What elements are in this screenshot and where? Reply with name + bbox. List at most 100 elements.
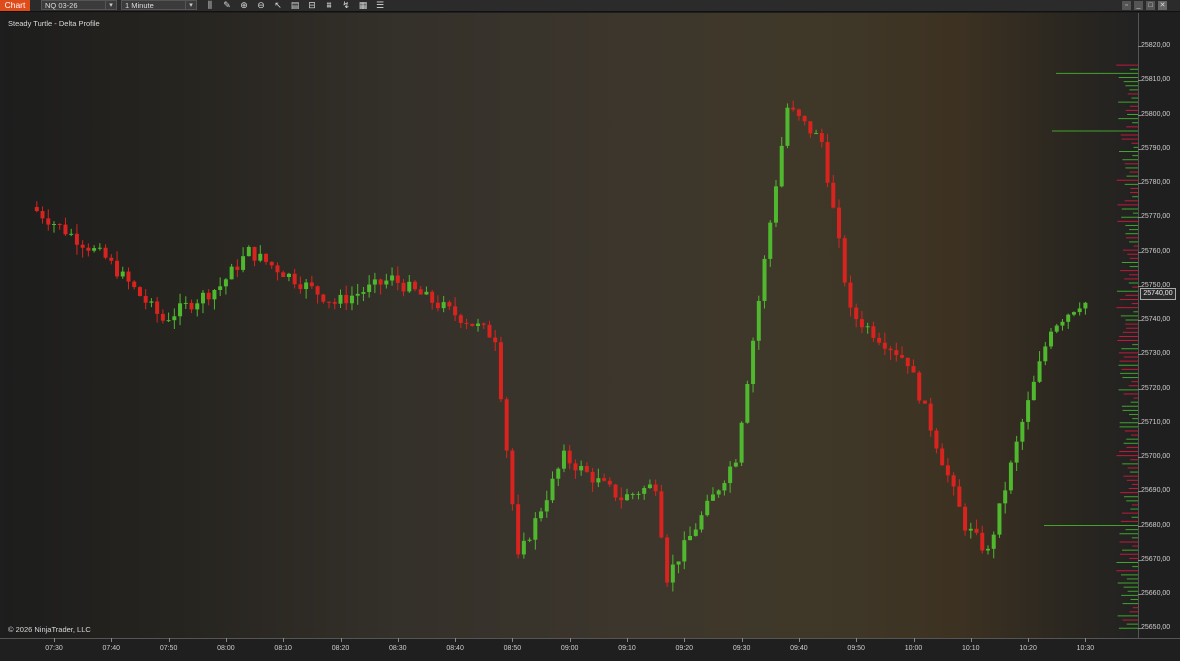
candle-body <box>556 468 561 479</box>
price-tick-mark <box>1138 457 1141 458</box>
chart-title: Steady Turtle - Delta Profile <box>8 19 100 28</box>
price-tick-label: 25790,00 <box>1141 144 1171 152</box>
candle-body <box>533 518 538 540</box>
candle-body <box>859 319 864 328</box>
candle-body <box>218 286 223 290</box>
interval-selector[interactable]: 1 Minute ▾ <box>121 0 197 10</box>
candle-body <box>212 289 217 300</box>
candle-body <box>596 478 601 483</box>
candle-body <box>80 244 85 248</box>
candle-body <box>200 292 205 304</box>
strategies-icon[interactable]: ⩩ <box>326 0 332 10</box>
candle-body <box>550 478 555 501</box>
candle-body <box>733 462 738 467</box>
candle-body <box>573 463 578 471</box>
candle-body <box>286 273 291 278</box>
time-tick-label: 08:00 <box>217 645 235 652</box>
cursor-icon[interactable]: ↖ <box>274 0 282 10</box>
candle-body <box>613 484 618 498</box>
chart-tab[interactable]: Chart <box>0 0 30 11</box>
price-tick-mark <box>1138 594 1141 595</box>
candle-body <box>659 491 664 538</box>
chart-panel[interactable] <box>4 13 1138 638</box>
candle-body <box>739 422 744 463</box>
candle-body <box>395 275 400 283</box>
time-tick-mark <box>741 638 743 642</box>
bars-icon[interactable]: ⫼ <box>207 0 213 10</box>
candle-body <box>670 564 675 583</box>
time-tick-mark <box>1085 638 1087 642</box>
candle-body <box>802 115 807 122</box>
time-tick-mark <box>111 638 113 642</box>
candle-body <box>1043 346 1048 362</box>
price-axis[interactable] <box>1138 13 1180 638</box>
pin-icon[interactable]: ▫ <box>1122 1 1131 10</box>
chevron-down-icon[interactable]: ▾ <box>185 1 196 10</box>
draw-pencil-icon[interactable]: ✎ <box>223 0 231 10</box>
indicators-icon[interactable]: ↯ <box>342 0 350 10</box>
time-tick-mark <box>168 638 170 642</box>
candle-body <box>544 500 549 512</box>
close-icon[interactable]: ✕ <box>1158 1 1167 10</box>
candle-body <box>464 322 469 324</box>
price-tick-mark <box>1138 525 1141 527</box>
instrument-selector[interactable]: NQ 03-26 ▾ <box>41 0 117 10</box>
candle-body <box>109 257 114 261</box>
time-axis[interactable] <box>0 638 1180 661</box>
zoom-in-icon[interactable]: ⊕ <box>240 0 248 10</box>
candle-body <box>120 271 125 277</box>
candle-body <box>728 466 733 484</box>
time-tick-label: 09:40 <box>790 645 808 652</box>
zoom-out-icon[interactable]: ⊖ <box>257 0 265 10</box>
maximize-icon[interactable]: □ <box>1146 1 1155 10</box>
minimize-icon[interactable]: _ <box>1134 1 1143 10</box>
candle-body <box>510 450 515 505</box>
time-tick-label: 10:30 <box>1076 645 1095 652</box>
time-tick-mark <box>225 638 227 642</box>
time-tick-label: 09:10 <box>618 645 636 652</box>
properties-icon[interactable]: ▤ <box>290 0 300 10</box>
chevron-down-icon[interactable]: ▾ <box>105 1 116 10</box>
candle-body <box>630 494 635 496</box>
price-tick-label: 25680,00 <box>1141 521 1171 529</box>
candle-body <box>796 109 801 116</box>
candle-body <box>458 315 463 323</box>
candle-body <box>246 246 251 257</box>
price-tick-mark <box>1138 491 1141 493</box>
candle-body <box>773 186 778 223</box>
candle-body <box>470 323 475 326</box>
time-tick-label: 08:50 <box>503 645 522 652</box>
price-tick-label: 25700,00 <box>1141 453 1171 460</box>
candle-body <box>642 488 647 494</box>
price-tick-mark <box>1138 320 1141 321</box>
candle-body <box>378 279 383 285</box>
candle-body <box>928 403 933 431</box>
candle-body <box>504 399 509 451</box>
candle-body <box>785 107 790 146</box>
candle-body <box>309 282 314 287</box>
candle-body <box>619 497 624 501</box>
candle-body <box>367 284 372 293</box>
time-tick-label: 08:10 <box>274 645 292 652</box>
price-tick-label: 25740,00 <box>1141 316 1171 323</box>
candle-body <box>653 484 658 492</box>
candle-body <box>561 450 566 469</box>
time-tick-mark <box>684 638 686 642</box>
candle-body <box>92 248 97 251</box>
data-box-icon[interactable]: ⊟ <box>308 0 316 10</box>
candle-body <box>710 494 715 501</box>
candle-body <box>430 291 435 303</box>
candle-body <box>900 355 905 358</box>
candle-body <box>647 484 652 489</box>
time-tick-label: 09:30 <box>732 645 751 652</box>
list-icon[interactable]: ☰ <box>375 0 385 10</box>
candle-body <box>63 224 68 235</box>
candle-body <box>1008 462 1013 491</box>
templates-icon[interactable]: ▦ <box>358 0 368 10</box>
time-tick-mark <box>397 638 399 642</box>
time-tick-mark <box>798 638 800 642</box>
candle-body <box>40 211 45 219</box>
candle-body <box>676 561 681 565</box>
candle-body <box>625 494 629 501</box>
